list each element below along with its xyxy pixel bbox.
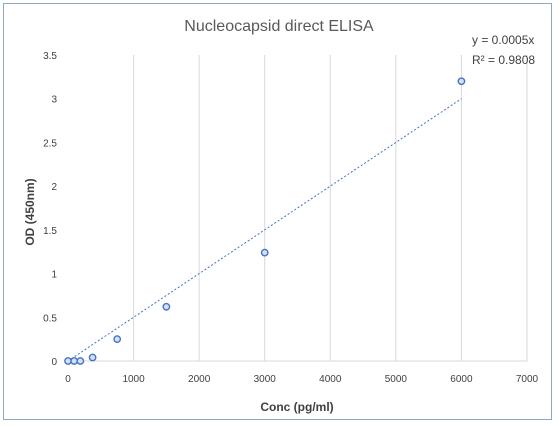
y-tick-label: 2 xyxy=(51,182,57,193)
y-tick-labels: 0 0.5 1 1.5 2 2.5 3 3.5 xyxy=(43,51,57,368)
x-tick-label: 2000 xyxy=(188,374,211,385)
y-tick-label: 0 xyxy=(51,357,57,368)
trendline xyxy=(67,98,462,362)
trendline-r-squared: R² = 0.9808 xyxy=(472,53,535,67)
data-point xyxy=(260,248,269,257)
data-point xyxy=(76,357,85,365)
data-point xyxy=(162,302,171,311)
y-tick-label: 1 xyxy=(51,270,57,281)
grid xyxy=(133,55,528,361)
data-point xyxy=(88,353,97,362)
data-point xyxy=(113,335,122,344)
x-tick-label: 4000 xyxy=(319,374,342,385)
y-tick-label: 3 xyxy=(51,95,57,106)
trendline-equation: y = 0.0005x xyxy=(472,33,534,47)
y-tick-label: 3.5 xyxy=(43,51,57,62)
x-tick-label: 3000 xyxy=(254,374,277,385)
x-tick-label: 6000 xyxy=(450,374,473,385)
data-point xyxy=(64,357,72,365)
x-tick-label: 1000 xyxy=(122,374,145,385)
y-axis-title: OD (450nm) xyxy=(23,178,37,245)
data-point xyxy=(457,77,466,86)
data-points xyxy=(64,77,466,365)
y-tick-label: 0.5 xyxy=(43,313,57,324)
x-tick-labels: 0 1000 2000 3000 4000 5000 6000 7000 xyxy=(65,374,538,385)
y-tick-label: 1.5 xyxy=(43,226,57,237)
chart-title: Nucleocapsid direct ELISA xyxy=(184,18,374,35)
x-tick-label: 7000 xyxy=(516,374,539,385)
y-tick-label: 2.5 xyxy=(43,138,57,149)
chart-frame xyxy=(3,3,552,420)
x-tick-label: 0 xyxy=(65,374,71,385)
x-tick-label: 5000 xyxy=(385,374,408,385)
data-point xyxy=(70,357,79,365)
x-axis-title: Conc (pg/ml) xyxy=(260,400,333,414)
